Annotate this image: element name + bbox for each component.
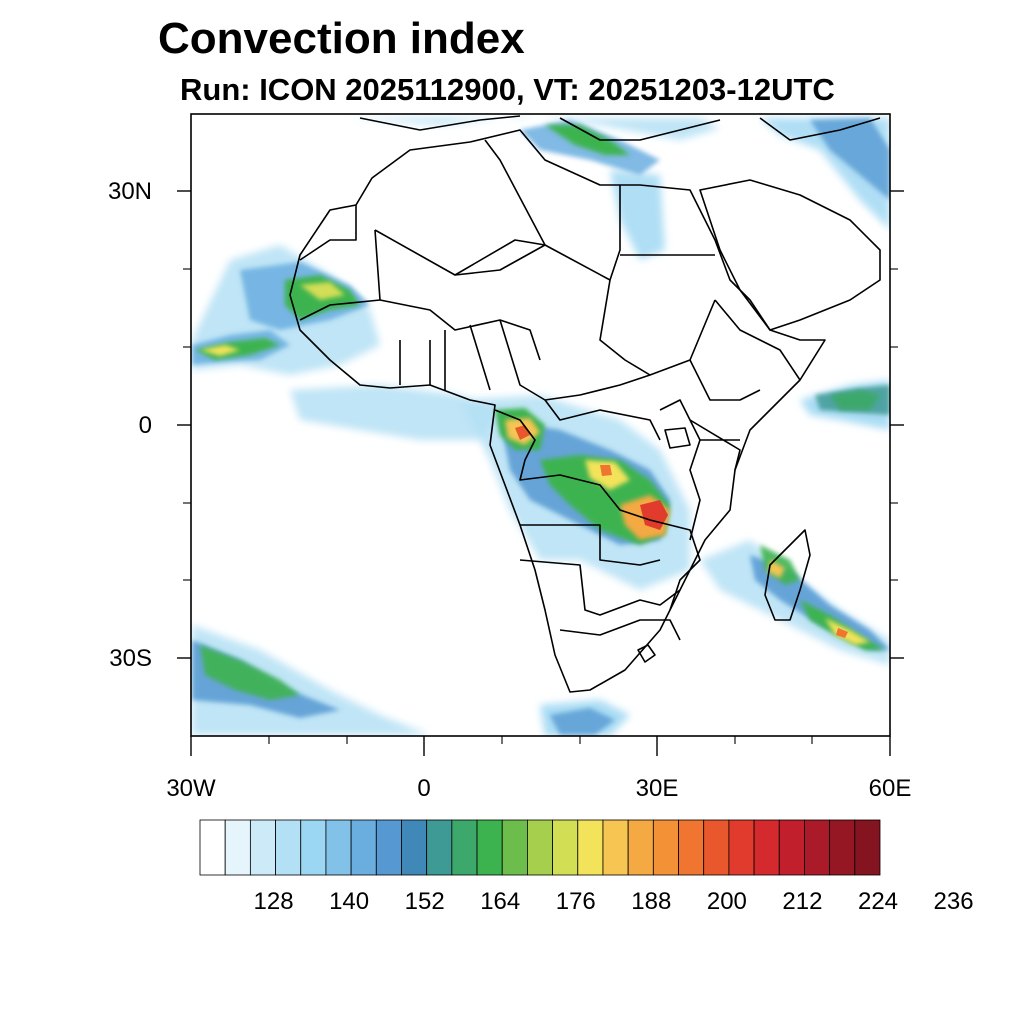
europe-coast (359, 115, 881, 141)
green-south-atlantic (200, 645, 300, 700)
border-nigeria-cameroon (499, 319, 651, 401)
chart-title: Convection index (158, 14, 525, 63)
colorbar-swatch (804, 819, 831, 876)
haze-south-atlantic (192, 625, 430, 735)
colorbar-swatch (778, 819, 805, 876)
colorbar-swatch (375, 819, 402, 876)
mid-east-med (810, 118, 890, 200)
chart-subtitle: Run: ICON 2025112900, VT: 20251203-12UTC (180, 72, 835, 107)
border-south-africa (559, 619, 681, 641)
minor-ticks (183, 268, 898, 744)
core-congo (600, 465, 612, 476)
green-somali (830, 390, 880, 410)
border-angola (520, 524, 661, 566)
colorbar-swatch (401, 819, 428, 876)
colorbar-swatch (426, 819, 453, 876)
border-sahara-west (299, 205, 357, 261)
colorbar-label: 200 (706, 888, 747, 915)
colorbar-swatch (451, 819, 478, 876)
colorbar-swatch (199, 819, 226, 876)
border-libya-egypt (544, 185, 621, 281)
green-mozambique (760, 545, 800, 585)
lat-label-0: 0 (138, 412, 152, 439)
haze-red-sea (610, 170, 665, 260)
warm-senegal (300, 282, 345, 300)
border-zambia-mozambique (649, 519, 701, 611)
colorbar-swatch (350, 819, 377, 876)
haze-mediterranean (350, 116, 720, 140)
border-kenya-tanzania (689, 419, 741, 471)
axis-ticks (177, 190, 904, 756)
lon-label-30w: 30W (166, 775, 216, 802)
colorbar-swatch (728, 819, 755, 876)
colorbar-swatch (527, 819, 553, 876)
lake-victoria (664, 427, 691, 449)
lesotho (637, 644, 656, 663)
lon-label-60e: 60E (868, 775, 912, 802)
colorbar-swatch (652, 819, 679, 876)
border-mali-niger (374, 229, 546, 276)
colorbar-label: 128 (253, 888, 294, 915)
mid-cape (550, 708, 615, 735)
colorbar-label: 152 (404, 888, 445, 915)
colorbar-swatch (753, 819, 780, 876)
colorbar-swatch (249, 819, 276, 876)
warm-cape-verde (200, 345, 240, 356)
lon-label-30e: 30E (635, 775, 679, 802)
lon-label-0: 0 (417, 775, 431, 802)
colorbar-swatch (577, 819, 604, 876)
colorbar-label: 176 (555, 888, 596, 915)
convection-field (192, 116, 890, 736)
colorbar-swatch (501, 819, 528, 876)
colorbar-swatch (703, 819, 730, 876)
haze-gulf-of-guinea (290, 385, 500, 440)
madagascar (764, 529, 811, 621)
border-car (544, 399, 661, 441)
lat-label-30n: 30N (107, 178, 152, 205)
colorbar-label: 212 (782, 888, 823, 915)
colorbar-swatch (854, 819, 881, 876)
colorbar-swatch (602, 819, 629, 876)
border-mauritania-mali (299, 229, 381, 321)
border-horn (689, 299, 801, 401)
colorbar-label: 224 (857, 888, 899, 915)
warm-mozambique (768, 560, 785, 578)
border-algeria-libya (454, 139, 546, 276)
lat-label-30s: 30S (109, 645, 152, 672)
arabia (699, 179, 881, 331)
warm-madagascar-se (825, 618, 870, 645)
colorbar-swatch (325, 819, 352, 876)
border-coastal-states (399, 324, 491, 391)
colorbar-swatch (275, 819, 302, 876)
border-west-africa (379, 299, 541, 361)
colorbar-swatch (300, 819, 327, 876)
border-chad-sudan (599, 279, 716, 376)
colorbar-swatch (829, 819, 856, 876)
colorbar-label: 140 (329, 888, 370, 915)
colorbar-swatch (552, 819, 579, 876)
border-namibia-botswana (519, 559, 681, 616)
colorbar-label: 164 (480, 888, 521, 915)
green-mediterranean (545, 125, 630, 155)
colorbar-label: 236 (933, 888, 974, 915)
green-madagascar-se (800, 600, 885, 650)
colorbar-swatch (627, 819, 654, 876)
core-madagascar-se (836, 628, 848, 638)
colorbar (199, 819, 881, 876)
colorbar-swatch (476, 819, 503, 876)
border-congo (494, 409, 651, 521)
colorbar-swatch (678, 819, 705, 876)
colorbar-label: 188 (631, 888, 672, 915)
colorbar-swatch (224, 819, 251, 876)
coastlines-borders (289, 115, 881, 693)
